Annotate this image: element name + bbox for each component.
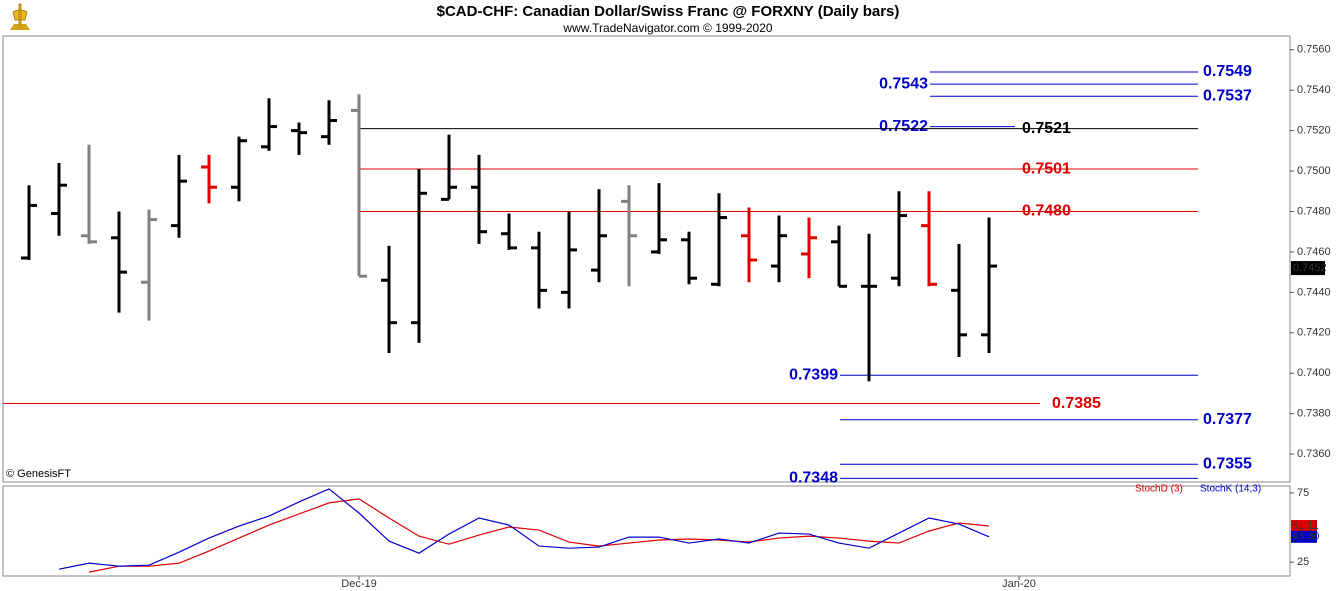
x-tick-label: Dec-19 bbox=[341, 578, 376, 590]
y-tick-label: 0.7520 bbox=[1297, 125, 1331, 137]
chart-title: $CAD-CHF: Canadian Dollar/Swiss Franc @ … bbox=[437, 3, 900, 20]
y-tick-label: 0.7560 bbox=[1297, 44, 1331, 56]
x-tick-label: Jan-20 bbox=[1002, 578, 1036, 590]
level-label: 0.7377 bbox=[1203, 411, 1252, 428]
level-label: 0.7480 bbox=[1022, 203, 1071, 220]
legend-entry: StochK (14,3) bbox=[1200, 484, 1261, 495]
y-tick-label: 0.7380 bbox=[1297, 408, 1331, 420]
level-label: 0.7521 bbox=[1022, 120, 1071, 137]
last-value-box bbox=[1291, 520, 1317, 533]
level-label: 0.7348 bbox=[789, 470, 838, 487]
level-label: 0.7385 bbox=[1052, 395, 1101, 412]
stoch-line bbox=[88, 498, 990, 573]
price-panel bbox=[2, 35, 1291, 483]
y-tick-label: 0.7440 bbox=[1297, 286, 1331, 298]
level-label: 0.7355 bbox=[1203, 455, 1252, 472]
level-label: 0.7501 bbox=[1022, 160, 1071, 177]
level-label: 0.7399 bbox=[789, 366, 838, 383]
level-label: 0.7543 bbox=[879, 75, 928, 92]
stoch-line bbox=[58, 488, 990, 570]
last-value-label: 43.30 bbox=[1292, 531, 1320, 543]
y-tick-label: 0.7420 bbox=[1297, 327, 1331, 339]
y-tick-label: 0.7400 bbox=[1297, 367, 1331, 379]
level-label: 0.7537 bbox=[1203, 87, 1252, 104]
y-tick-label: 0.7500 bbox=[1297, 165, 1331, 177]
y-tick-label: 0.7460 bbox=[1297, 246, 1331, 258]
y-tick-label: 0.7540 bbox=[1297, 84, 1331, 96]
logo bbox=[10, 3, 30, 30]
legend-entry: StochD (3) bbox=[1135, 484, 1183, 495]
last-price-label: 0.7452 bbox=[1293, 262, 1327, 274]
last-price-box bbox=[1291, 261, 1325, 276]
level-label: 0.7549 bbox=[1203, 63, 1252, 80]
y-tick-label: 0.7480 bbox=[1297, 205, 1331, 217]
y-tick-label: 0.7360 bbox=[1297, 448, 1331, 460]
level-label: 0.7522 bbox=[879, 118, 928, 135]
last-value-box bbox=[1291, 530, 1317, 543]
source: © GenesisFT bbox=[6, 468, 71, 480]
last-value-label: 51.11 bbox=[1292, 520, 1319, 532]
y-tick-label: 75 bbox=[1297, 487, 1309, 499]
y-tick-label: 25 bbox=[1297, 556, 1309, 568]
stoch-panel bbox=[2, 485, 1291, 577]
chart-subtitle: www.TradeNavigator.com © 1999-2020 bbox=[562, 21, 772, 35]
